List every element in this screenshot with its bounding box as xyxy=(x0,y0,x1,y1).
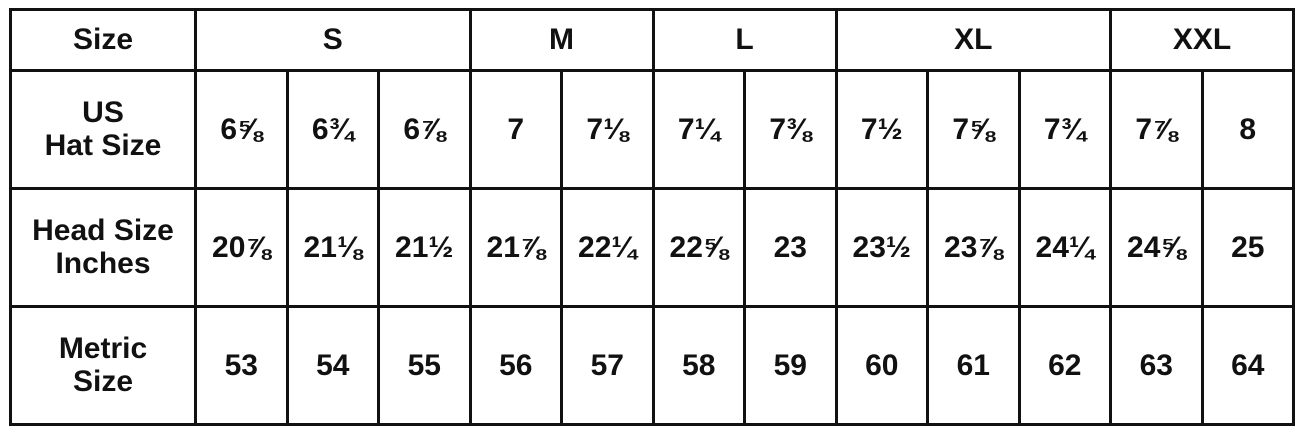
table-cell: 7½ xyxy=(834,68,929,190)
table-cell: 58 xyxy=(651,304,746,427)
table-cell: 24¼ xyxy=(1017,186,1112,308)
table-cell: 23 xyxy=(743,186,838,308)
table-cell: 7⅞ xyxy=(1109,68,1204,190)
table-cell: 62 xyxy=(1017,304,1112,427)
hat-size-chart: Size S M L XL XXL US Hat Size 6⅝ 6¾ 6⅞ 7 7⅛ 7¼ 7⅜ 7½ 7… xyxy=(9,8,1295,427)
size-group-header: S xyxy=(194,8,472,72)
row-label-line1: Head Size xyxy=(32,213,174,247)
size-group-header: XL xyxy=(834,8,1112,72)
table-cell: 6¾ xyxy=(285,68,380,190)
table-cell: 21½ xyxy=(377,186,472,308)
table-cell: 55 xyxy=(377,304,472,427)
table-cell: 23½ xyxy=(834,186,929,308)
table-cell: 20⅞ xyxy=(194,186,289,308)
metric-size-row: Metric Size 53 54 55 56 57 58 59 60 61 62 63 64 xyxy=(9,304,1295,427)
table-cell: 25 xyxy=(1200,186,1295,308)
head-size-inches-row: Head Size Inches 20⅞ 21⅛ 21½ 21⅞ 22¼ 22⅝ 23 23½ 23… xyxy=(9,186,1295,308)
table-cell: 21⅛ xyxy=(285,186,380,308)
table-cell: 56 xyxy=(468,304,563,427)
row-label-line2: Inches xyxy=(55,247,151,281)
row-label-line1: US xyxy=(82,95,124,129)
table-cell: 59 xyxy=(743,304,838,427)
us-hat-size-row: US Hat Size 6⅝ 6¾ 6⅞ 7 7⅛ 7¼ 7⅜ 7½ 7⅝ 7¾ 7⅞ 8 xyxy=(9,68,1295,190)
row-label: Metric Size xyxy=(9,304,197,427)
table-cell: 21⅞ xyxy=(468,186,563,308)
size-group-header: M xyxy=(468,8,655,72)
table-cell: 57 xyxy=(560,304,655,427)
size-header-row: Size S M L XL XXL xyxy=(9,8,1295,72)
table-cell: 7⅝ xyxy=(926,68,1021,190)
table-cell: 7 xyxy=(468,68,563,190)
row-label: Head Size Inches xyxy=(9,186,197,308)
table-cell: 64 xyxy=(1200,304,1295,427)
table-cell: 23⅞ xyxy=(926,186,1021,308)
table-cell: 61 xyxy=(926,304,1021,427)
table-cell: 63 xyxy=(1109,304,1204,427)
size-group-header: L xyxy=(651,8,838,72)
table-cell: 22¼ xyxy=(560,186,655,308)
row-label: US Hat Size xyxy=(9,68,197,190)
table-cell: 7¼ xyxy=(651,68,746,190)
table-cell: 7⅛ xyxy=(560,68,655,190)
table-cell: 7¾ xyxy=(1017,68,1112,190)
table-cell: 24⅝ xyxy=(1109,186,1204,308)
row-label-line2: Size xyxy=(72,365,134,399)
row-label-line1: Metric xyxy=(58,331,148,365)
table-cell: 22⅝ xyxy=(651,186,746,308)
table-cell: 8 xyxy=(1200,68,1295,190)
table-cell: 54 xyxy=(285,304,380,427)
table-cell: 60 xyxy=(834,304,929,427)
row-label-line2: Hat Size xyxy=(44,129,162,163)
table-cell: 6⅝ xyxy=(194,68,289,190)
size-group-header: XXL xyxy=(1109,8,1295,72)
table-cell: 53 xyxy=(194,304,289,427)
size-header-label: Size xyxy=(9,8,197,72)
table-cell: 6⅞ xyxy=(377,68,472,190)
table-cell: 7⅜ xyxy=(743,68,838,190)
